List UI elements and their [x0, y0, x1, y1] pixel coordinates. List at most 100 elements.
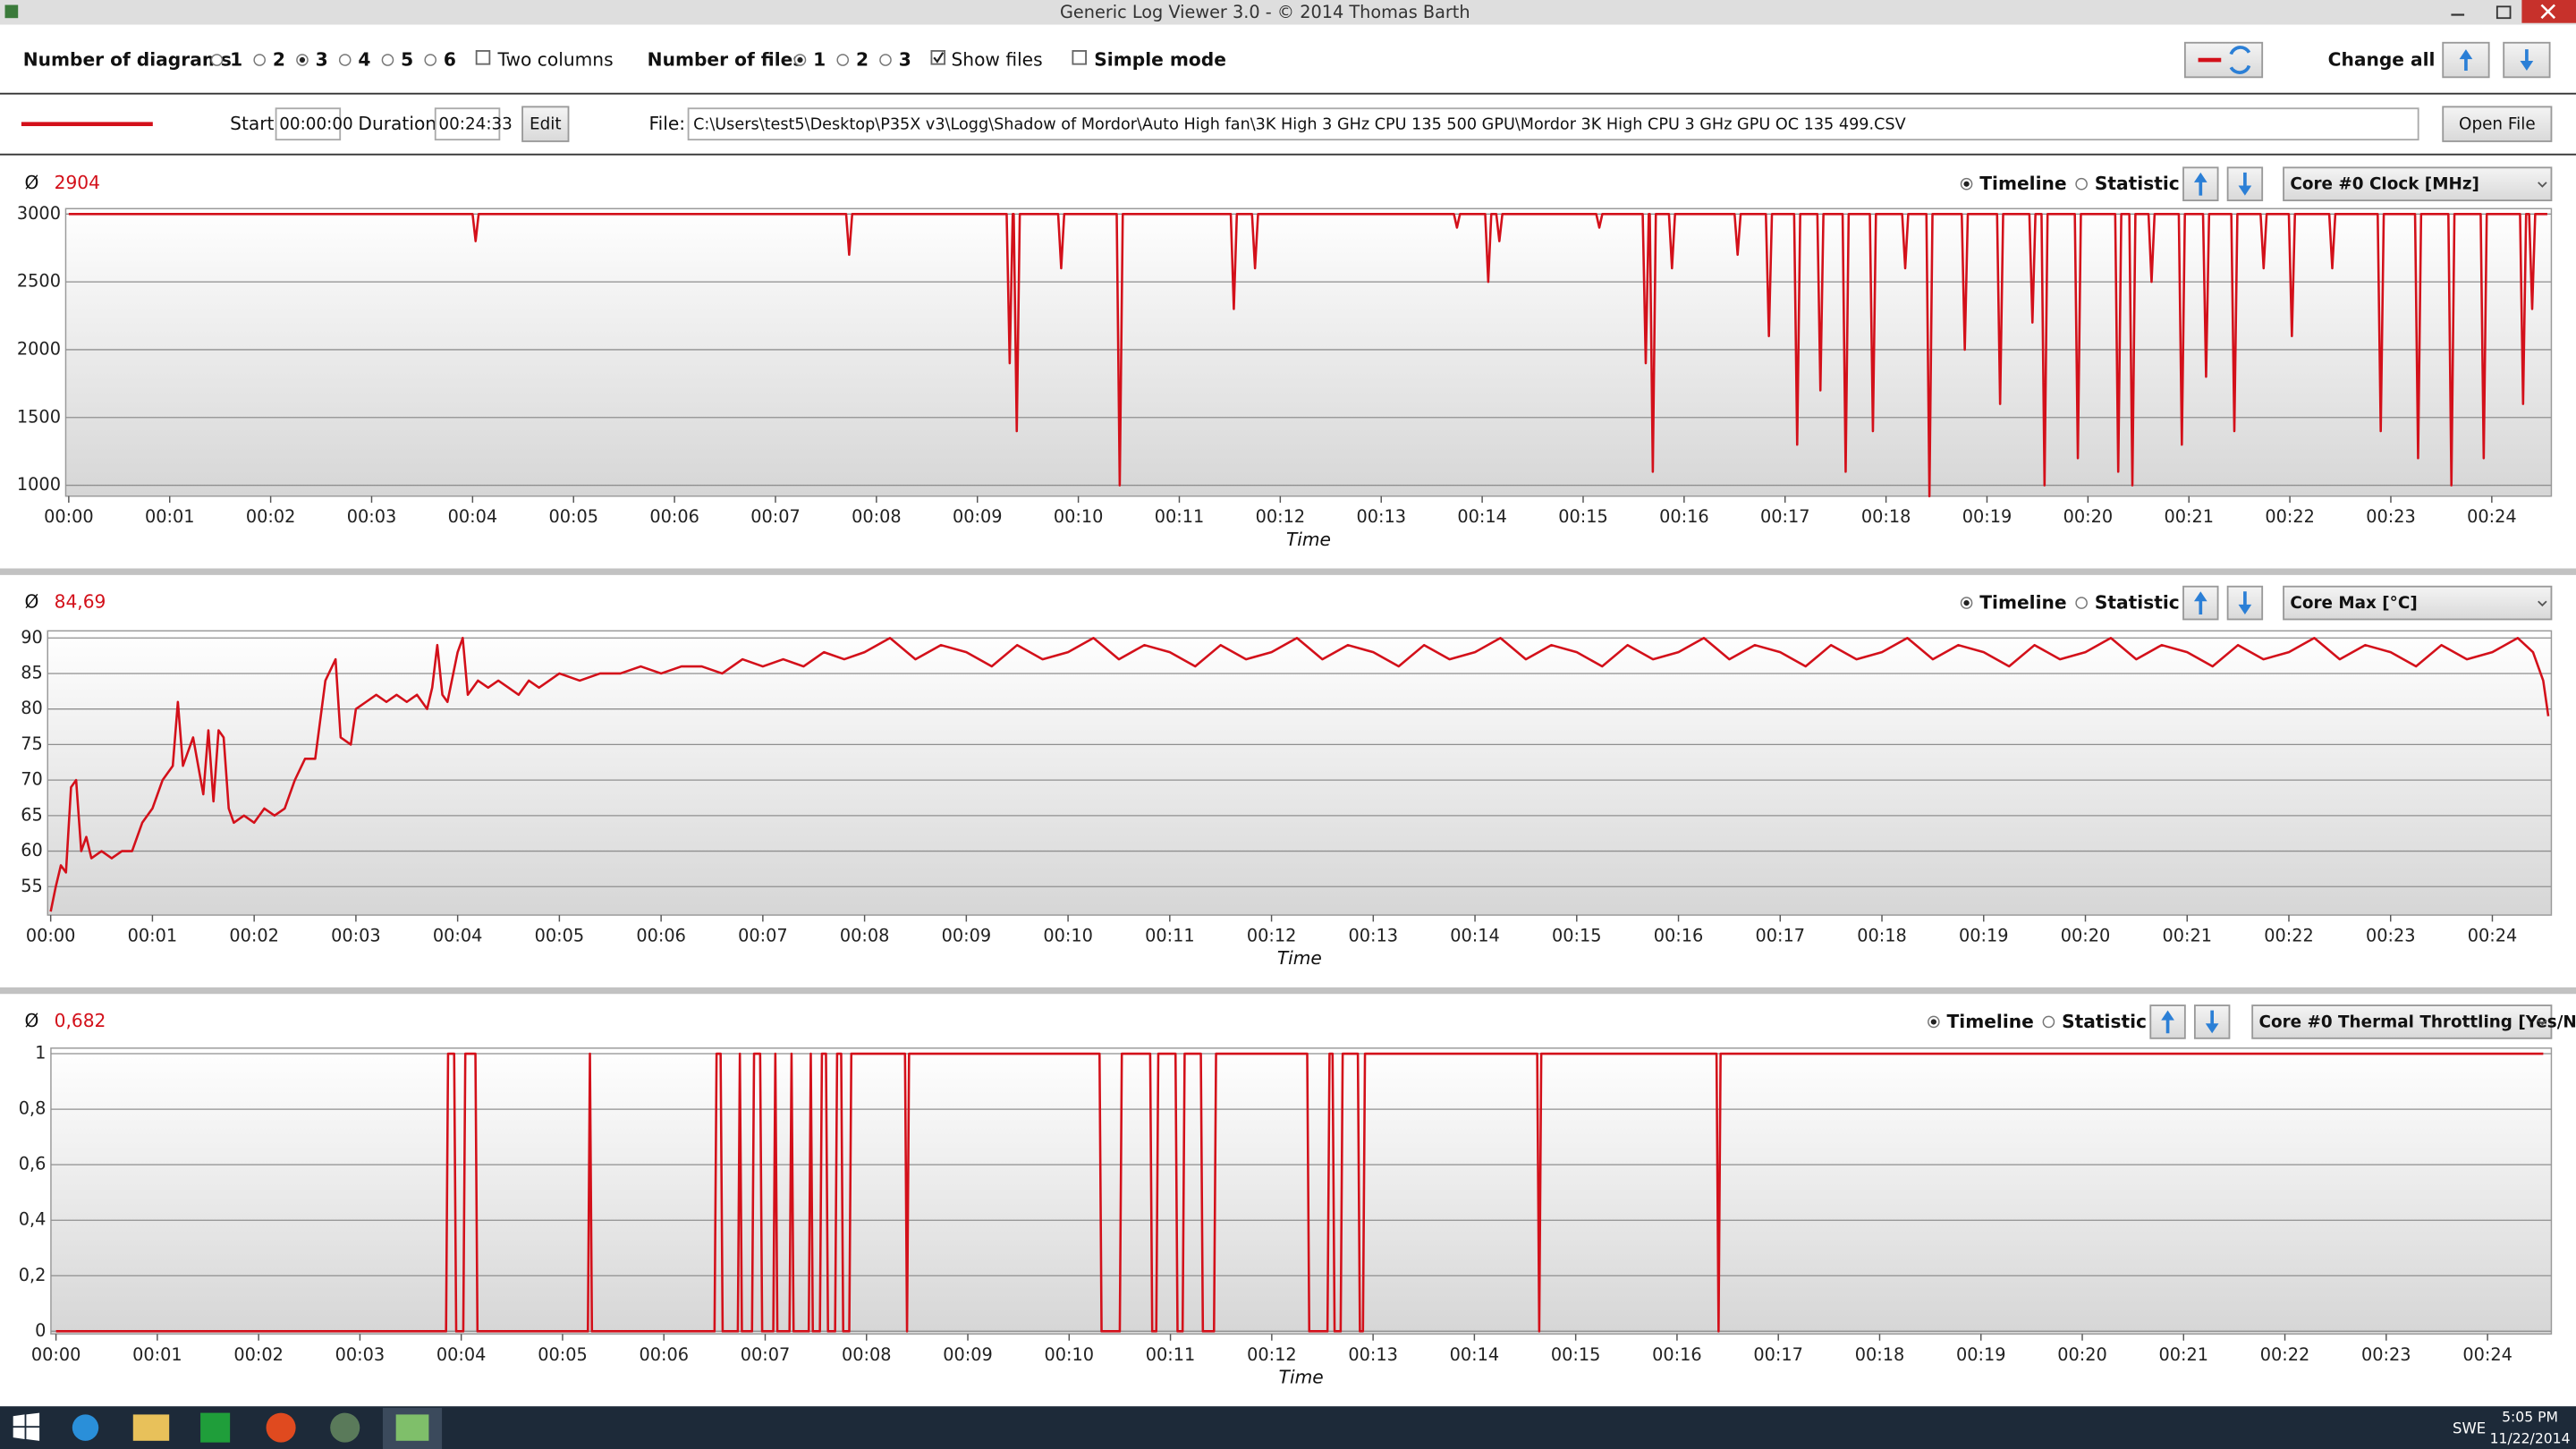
x-tick-label: 00:03: [347, 506, 397, 527]
up-arrow: [2161, 1010, 2174, 1034]
close-icon: [2540, 4, 2556, 20]
data-line: [55, 1052, 2544, 1333]
y-tick-label: 75: [21, 733, 43, 754]
x-tick-label: 00:14: [1450, 925, 1500, 945]
down-arrow: [2238, 172, 2252, 196]
language: SWE: [2453, 1419, 2486, 1436]
x-tick-label: 00:20: [2063, 506, 2114, 527]
radio-button[interactable]: [879, 54, 892, 66]
duration-value: 00:24:33: [438, 115, 512, 134]
start-input[interactable]: [275, 107, 342, 141]
x-tick-label: 00:07: [738, 925, 788, 945]
files-label: Number of files: [648, 48, 804, 70]
x-tick-label: 00:05: [538, 1344, 588, 1365]
y-tick-label: 90: [21, 627, 43, 648]
x-tick-label: 00:24: [2462, 1344, 2512, 1365]
x-tick-label: 00:17: [1753, 1344, 1803, 1365]
x-tick-label: 00:16: [1654, 925, 1704, 945]
panel-separator: [0, 987, 2576, 995]
maximize-button[interactable]: [2496, 5, 2512, 20]
file-option: 1: [813, 48, 826, 70]
app-icon: [4, 4, 19, 19]
duration-label: Duration:: [358, 113, 442, 134]
x-tick-label: 00:08: [852, 506, 902, 527]
diagram-option: 4: [358, 48, 370, 70]
x-tick-label: 00:04: [436, 1344, 487, 1365]
diagram-option: 6: [444, 48, 456, 70]
radio-button[interactable]: [2075, 177, 2088, 191]
color-button[interactable]: [2183, 41, 2264, 79]
down-arrow: [2205, 1010, 2219, 1034]
two-columns-checkbox[interactable]: [475, 50, 491, 65]
channel-dropdown[interactable]: [2251, 1004, 2553, 1039]
radio-button[interactable]: [836, 54, 850, 66]
start-value: 00:00:00: [279, 115, 352, 134]
simple-mode-label: Simple mode: [1094, 48, 1226, 70]
statistic-option: Statistic: [2062, 1011, 2147, 1032]
app-icon[interactable]: [266, 1412, 296, 1443]
x-tick-label: 00:15: [1558, 506, 1608, 527]
explorer-icon[interactable]: [132, 1414, 170, 1441]
x-tick-label: 00:01: [132, 1344, 182, 1365]
ie-icon[interactable]: [72, 1414, 99, 1441]
log-viewer-icon: [395, 1414, 429, 1441]
x-tick-label: 00:06: [636, 925, 686, 945]
x-tick-label: 00:18: [1861, 506, 1911, 527]
x-tick-label: 00:21: [2159, 1344, 2209, 1365]
channel-dropdown[interactable]: [2283, 166, 2553, 201]
radio-dot: [1963, 599, 1970, 606]
file-path-input[interactable]: [687, 107, 2419, 141]
y-tick-label: 1000: [17, 474, 61, 495]
x-tick-label: 00:00: [31, 1344, 81, 1365]
y-tick-label: 2000: [17, 338, 61, 359]
start-button[interactable]: [13, 1412, 40, 1441]
app-icon[interactable]: [330, 1412, 360, 1443]
file-option: 2: [856, 48, 869, 70]
x-tick-label: 00:01: [128, 925, 178, 945]
dropdown-caret: [2538, 1019, 2547, 1026]
x-tick-label: 00:11: [1146, 1344, 1196, 1365]
show-files-label: Show files: [951, 48, 1042, 70]
diagram-option: 3: [316, 48, 328, 70]
x-tick-label: 00:09: [943, 1344, 993, 1365]
radio-button[interactable]: [2042, 1015, 2055, 1029]
x-tick-label: 00:13: [1348, 1344, 1398, 1365]
x-tick-label: 00:06: [639, 1344, 689, 1365]
radio-button[interactable]: [2075, 597, 2088, 609]
y-tick-label: 1: [35, 1043, 46, 1063]
duration-input[interactable]: [434, 107, 501, 141]
x-tick-label: 00:19: [1956, 1344, 2006, 1365]
y-tick-label: 80: [21, 698, 43, 718]
change-all-label: Change all: [2328, 48, 2436, 70]
x-tick-label: 00:00: [26, 925, 76, 945]
edit-button[interactable]: [521, 106, 570, 142]
open-file-button[interactable]: [2442, 106, 2553, 142]
x-tick-label: 00:23: [2366, 925, 2416, 945]
two-columns-label: Two columns: [497, 48, 614, 70]
radio-button[interactable]: [338, 54, 352, 66]
diagram-option: 1: [230, 48, 242, 70]
checkmark: [933, 52, 945, 64]
radio-button[interactable]: [210, 54, 224, 66]
down-arrow: [2520, 49, 2534, 71]
diagram-option: 2: [273, 48, 285, 70]
channel-dropdown[interactable]: [2283, 585, 2553, 621]
store-icon[interactable]: [200, 1412, 231, 1443]
x-tick-label: 00:05: [548, 506, 598, 527]
radio-button[interactable]: [381, 54, 394, 66]
radio-button[interactable]: [253, 54, 266, 66]
simple-mode-checkbox[interactable]: [1072, 50, 1087, 65]
x-tick-label: 00:24: [2468, 925, 2518, 945]
y-tick-label: 1500: [17, 406, 61, 427]
x-tick-label: 00:08: [840, 925, 890, 945]
x-tick-label: 00:04: [433, 925, 483, 945]
x-tick-label: 00:22: [2265, 506, 2315, 527]
x-tick-label: 00:07: [741, 1344, 791, 1365]
up-arrow: [2459, 49, 2473, 71]
x-tick-label: 00:02: [233, 1344, 284, 1365]
y-tick-label: 2500: [17, 271, 61, 292]
x-tick-label: 00:23: [2366, 506, 2416, 527]
timeline-option: Timeline: [1979, 592, 2066, 614]
radio-button[interactable]: [424, 54, 437, 66]
file-path: C:\Users\test5\Desktop\P35X v3\Logg\Shad…: [693, 116, 1906, 134]
